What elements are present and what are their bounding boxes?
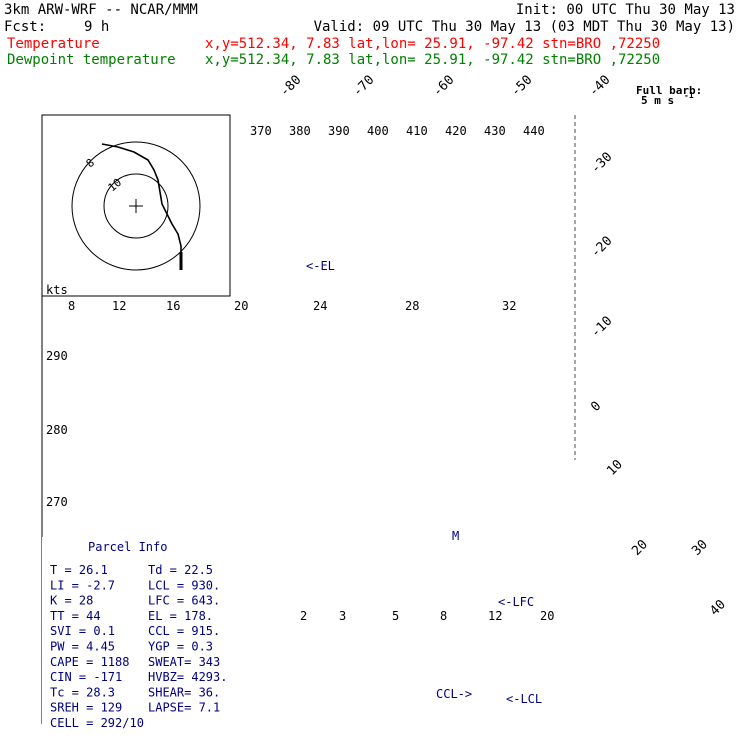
temperature-legend-info: x,y=512.34, 7.83 lat,lon= 25.91, -97.42 …: [205, 36, 660, 52]
moist-adiabat-label: 16: [166, 299, 180, 313]
dewpoint-legend: Dewpoint temperature: [7, 52, 176, 68]
parcel-info-title: Parcel Info: [88, 540, 167, 554]
model-title: 3km ARW-WRF -- NCAR/MMM: [4, 2, 198, 18]
parcel-info-left: SREH = 129: [50, 701, 122, 715]
parcel-info-left: CIN = -171: [50, 670, 122, 684]
parcel-info-left: SVI = 0.1: [50, 624, 115, 638]
parcel-info-right: Td = 22.5: [148, 563, 213, 577]
isotherm-label: -20: [588, 234, 615, 261]
isotherm-label: -10: [588, 314, 615, 341]
level-annotations: <-EL <-LFC <-LCL CCL-> M: [306, 259, 542, 706]
parcel-info-right: YGP = 0.3: [148, 640, 213, 654]
moist-adiabat-label: 8: [68, 299, 75, 313]
theta-label: 410: [406, 124, 428, 138]
moist-adiabat-label: 12: [112, 299, 126, 313]
valid-time: Valid: 09 UTC Thu 30 May 13 (03 MDT Thu …: [314, 19, 735, 35]
isotherm-label: 30: [689, 537, 711, 559]
dry-adiabat-label: 290: [46, 349, 68, 363]
theta-label: 380: [289, 124, 311, 138]
ccl-marker: CCL->: [436, 687, 472, 701]
parcel-info-right: EL = 178.: [148, 609, 213, 623]
wind-key: Full barb: 5 m s -1: [636, 84, 702, 107]
mixing-ratio-label: 20: [540, 609, 554, 623]
mixing-ratio-label: 2: [300, 609, 307, 623]
parcel-info-right: LFC = 643.: [148, 594, 220, 608]
dry-adiabat-label: 280: [46, 423, 68, 437]
theta-label: 440: [523, 124, 545, 138]
isotherm-label: 40: [707, 597, 729, 619]
moist-adiabat-label: 32: [502, 299, 516, 313]
parcel-info-right: LCL = 930.: [148, 578, 220, 592]
theta-label: 430: [484, 124, 506, 138]
parcel-info-right: SWEAT= 343: [148, 655, 220, 669]
parcel-info-left: Tc = 28.3: [50, 685, 115, 699]
mixing-ratio-label: 12: [488, 609, 502, 623]
parcel-info-rows: T = 26.1 Td = 22.5 LI = -2.7 LCL = 930. K = …: [50, 563, 227, 730]
hodograph: 10 8 kts: [41, 114, 231, 297]
isotherm-label: -60: [430, 73, 457, 100]
isotherm-label: -70: [350, 73, 377, 100]
lcl-marker: <-LCL: [506, 692, 542, 706]
moist-adiabat-label: 28: [405, 299, 419, 313]
wind-key-value: 5 m s: [641, 94, 674, 107]
isotherm-label: -80: [277, 73, 304, 100]
isotherm-label: 0: [588, 399, 604, 415]
moist-adiabat-label: 24: [313, 299, 327, 313]
isotherm-label: 20: [629, 537, 651, 559]
parcel-info-right: CCL = 915.: [148, 624, 220, 638]
dry-adiabat-label: 270: [46, 495, 68, 509]
isotherm-label: -30: [588, 150, 615, 177]
forecast-label: Fcst:: [4, 19, 46, 35]
hodograph-ring-outer: [71, 141, 201, 271]
init-time: Init: 00 UTC Thu 30 May 13: [516, 2, 735, 18]
wind-key-exponent: -1: [684, 91, 694, 100]
hodograph-ring-inner: [103, 173, 169, 239]
parcel-info-left: PW = 4.45: [50, 640, 115, 654]
parcel-info-right: LAPSE= 7.1: [148, 701, 220, 715]
m-marker: M: [452, 529, 459, 543]
temperature-legend: Temperature: [7, 36, 100, 52]
hodograph-trace: [101, 143, 182, 268]
parcel-info-left: CELL = 292/10: [50, 716, 144, 730]
parcel-info-left: CAPE = 1188: [50, 655, 129, 669]
hodograph-units: kts: [46, 283, 68, 297]
parcel-info: Parcel Info T = 26.1 Td = 22.5 LI = -2.7 LC…: [42, 537, 236, 730]
header: 3km ARW-WRF -- NCAR/MMM Init: 00 UTC Thu…: [4, 2, 735, 68]
theta-label: 370: [250, 124, 272, 138]
parcel-info-left: LI = -2.7: [50, 578, 115, 592]
theta-label: 400: [367, 124, 389, 138]
parcel-info-right: HVBZ= 4293.: [148, 670, 227, 684]
parcel-info-left: K = 28: [50, 594, 93, 608]
parcel-info-left: TT = 44: [50, 609, 101, 623]
mixing-ratio-label: 8: [440, 609, 447, 623]
theta-label: 390: [328, 124, 350, 138]
lfc-marker: <-LFC: [498, 595, 534, 609]
theta-label: 420: [445, 124, 467, 138]
forecast-hour: 9 h: [84, 19, 109, 35]
moist-adiabat-label: 20: [234, 299, 248, 313]
mixing-ratio-label: 3: [339, 609, 346, 623]
dewpoint-legend-info: x,y=512.34, 7.83 lat,lon= 25.91, -97.42 …: [205, 52, 660, 68]
parcel-info-left: T = 26.1: [50, 563, 108, 577]
isotherm-label: -40: [586, 73, 613, 100]
isotherm-label: 10: [604, 457, 626, 479]
el-marker: <-EL: [306, 259, 335, 273]
isotherm-label: -50: [508, 73, 535, 100]
wind-key-title: Full barb:: [636, 84, 702, 97]
mixing-ratio-label: 5: [392, 609, 399, 623]
parcel-info-box: [42, 537, 236, 724]
parcel-info-right: SHEAR= 36.: [148, 685, 220, 699]
